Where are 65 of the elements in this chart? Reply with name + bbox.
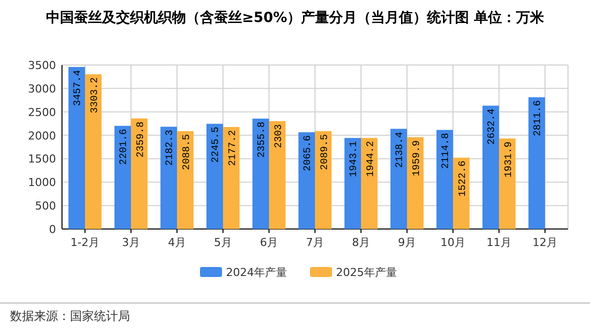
data-label: 2114.8 <box>441 132 452 169</box>
data-label: 2182.3 <box>165 130 176 166</box>
x-tick-label: 8月 <box>352 236 370 249</box>
bar <box>68 66 85 229</box>
bar <box>407 137 424 229</box>
bar <box>528 97 545 229</box>
y-tick-label: 0 <box>49 223 56 236</box>
x-tick-label: 1-2月 <box>70 236 100 249</box>
data-label: 3303.2 <box>90 77 101 114</box>
y-tick-label: 2500 <box>28 106 56 119</box>
x-tick-label: 12月 <box>532 236 558 249</box>
data-label: 2303 <box>274 124 285 148</box>
bar <box>252 118 269 229</box>
data-label: 2065.6 <box>303 135 314 172</box>
legend-label: 2025年产量 <box>336 266 397 279</box>
data-label: 3457.4 <box>73 70 84 106</box>
x-tick-label: 5月 <box>214 236 232 249</box>
y-tick-label: 500 <box>35 200 56 213</box>
data-label: 2177.2 <box>228 130 239 166</box>
data-label: 1943.1 <box>349 140 360 177</box>
bar <box>453 158 470 229</box>
bar <box>131 118 148 229</box>
y-tick-label: 1000 <box>28 176 56 190</box>
bar <box>344 138 361 229</box>
x-tick-label: 6月 <box>260 236 278 249</box>
data-label: 2088.5 <box>182 134 193 170</box>
bar <box>390 128 407 229</box>
y-tick-label: 2000 <box>28 129 56 142</box>
bar <box>269 121 286 229</box>
y-tick-label: 1500 <box>28 152 56 166</box>
x-tick-label: 4月 <box>168 236 186 249</box>
bar <box>206 124 223 229</box>
bar <box>499 138 516 229</box>
data-label: 2632.4 <box>487 108 498 145</box>
bar <box>114 126 131 229</box>
bar <box>361 138 378 229</box>
data-label: 2811.6 <box>533 100 544 136</box>
y-tick-label: 3500 <box>28 59 56 72</box>
chart-title: 中国蚕丝及交织机织物（含蚕丝≥50%）产量分月（当月值）统计图 单位：万米 <box>46 9 546 26</box>
x-tick-label: 3月 <box>122 236 140 249</box>
x-tick-label: 7月 <box>306 236 324 249</box>
data-label: 1944.2 <box>366 140 377 177</box>
data-label: 2138.4 <box>395 132 406 168</box>
x-tick-label: 10月 <box>440 236 466 249</box>
data-label: 2089.5 <box>320 134 331 170</box>
legend-label: 2024年产量 <box>226 266 287 279</box>
bar <box>177 131 194 229</box>
bar <box>482 106 499 229</box>
bar <box>436 130 453 229</box>
data-label: 1931.9 <box>504 141 515 178</box>
bar <box>160 126 177 229</box>
source-note: 数据来源：国家统计局 <box>10 309 130 323</box>
bar <box>315 131 332 229</box>
data-label: 1522.6 <box>458 160 469 197</box>
y-tick-label: 3000 <box>28 82 56 96</box>
data-label: 1959.9 <box>412 140 423 176</box>
x-tick-label: 11月 <box>486 236 512 249</box>
bar <box>298 132 315 229</box>
data-label: 2359.8 <box>136 121 147 158</box>
data-label: 2355.8 <box>257 122 268 158</box>
x-tick-label: 9月 <box>398 236 416 249</box>
data-label: 2201.6 <box>119 128 130 165</box>
bar <box>85 74 102 229</box>
bar <box>223 126 240 229</box>
data-label: 2245.5 <box>211 126 222 163</box>
